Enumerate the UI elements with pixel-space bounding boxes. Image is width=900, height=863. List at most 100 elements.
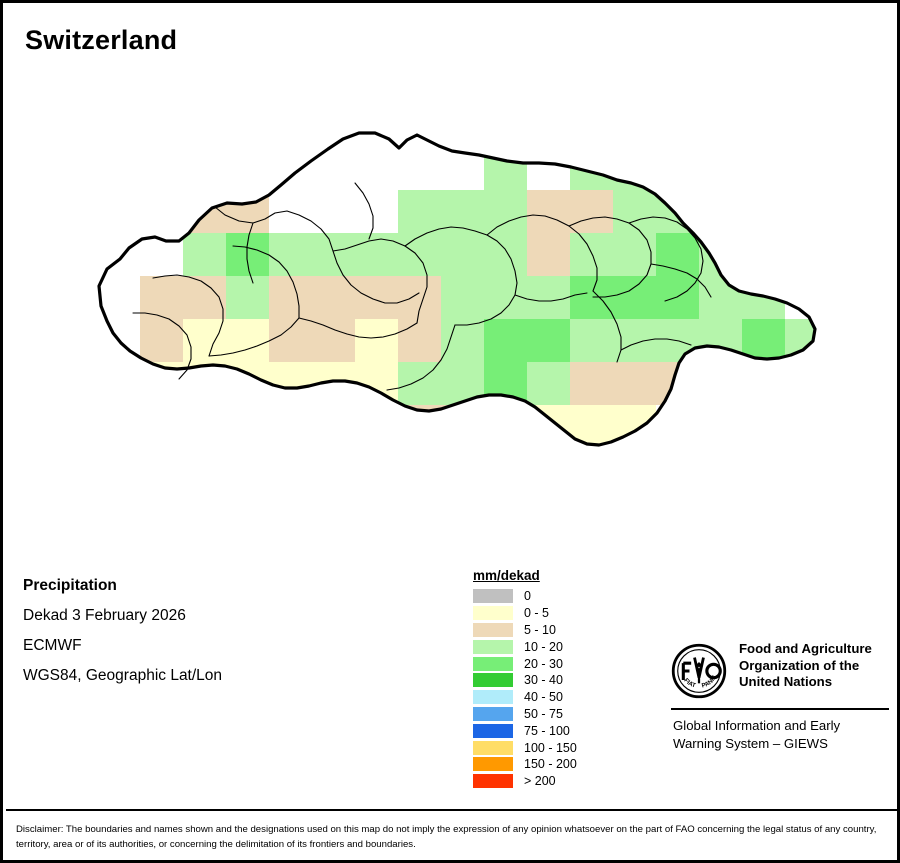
legend-row: 20 - 30 xyxy=(473,655,653,672)
raster-cell xyxy=(312,405,355,445)
raster-cell xyxy=(269,233,312,276)
canton-boundaries xyxy=(132,182,712,391)
legend-swatch xyxy=(473,639,513,654)
raster-cell xyxy=(484,405,527,445)
raster-cell xyxy=(527,233,570,276)
legend-row: 100 - 150 xyxy=(473,739,653,756)
legend-label: 50 - 75 xyxy=(524,706,563,721)
raster-cell xyxy=(183,190,226,233)
legend-swatch xyxy=(473,606,513,621)
raster-cell xyxy=(570,190,613,233)
disclaimer-text: Disclaimer: The boundaries and names sho… xyxy=(16,824,877,850)
legend-swatch xyxy=(473,706,513,721)
legend-row: > 200 xyxy=(473,773,653,790)
legend-label: 10 - 20 xyxy=(524,639,563,654)
raster-cell xyxy=(742,233,785,276)
raster-cell xyxy=(398,190,441,233)
raster-cell xyxy=(570,233,613,276)
legend-swatch xyxy=(473,690,513,705)
disclaimer-divider xyxy=(6,809,897,811)
raster-cell xyxy=(699,233,742,276)
legend-label: 30 - 40 xyxy=(524,673,563,688)
raster-cell xyxy=(484,233,527,276)
legend-row: 5 - 10 xyxy=(473,622,653,639)
raster-cell xyxy=(570,319,613,362)
raster-cell xyxy=(226,276,269,319)
fao-system-name: Global Information and Early Warning Syst… xyxy=(673,718,841,751)
legend-swatch xyxy=(473,589,513,604)
raster-cell xyxy=(656,233,699,276)
legend-swatch xyxy=(473,757,513,772)
legend-row: 30 - 40 xyxy=(473,672,653,689)
info-variable: Precipitation xyxy=(23,577,117,594)
raster-cell xyxy=(613,276,656,319)
raster-cell xyxy=(441,319,484,362)
raster-cell xyxy=(656,276,699,319)
precipitation-map xyxy=(97,131,817,491)
raster-cell xyxy=(570,276,613,319)
map-info-block: Precipitation Dekad 3 February 2026 ECMW… xyxy=(23,571,423,691)
legend-row: 40 - 50 xyxy=(473,689,653,706)
raster-cell xyxy=(613,190,656,233)
fao-organization-name: Food and Agriculture Organization of the U… xyxy=(739,641,872,689)
raster-cell xyxy=(355,448,398,491)
legend-label: 0 - 5 xyxy=(524,606,550,621)
raster-cell xyxy=(226,190,269,233)
raster-cell xyxy=(613,405,656,445)
legend-label: 150 - 200 xyxy=(524,757,577,772)
legend-swatch xyxy=(473,723,513,738)
raster-cell xyxy=(699,190,742,233)
raster-cell xyxy=(269,319,312,362)
raster-cell xyxy=(226,147,269,190)
raster-cell xyxy=(613,448,656,491)
raster-cell xyxy=(398,276,441,319)
raster-cell xyxy=(441,190,484,233)
raster-cell xyxy=(269,276,312,319)
raster-cell xyxy=(183,233,226,276)
page-title: Switzerland xyxy=(25,25,178,55)
raster-cell xyxy=(226,405,269,445)
legend-label: 0 xyxy=(524,589,531,604)
raster-cell xyxy=(441,362,484,405)
raster-cell xyxy=(312,276,355,319)
raster-cell xyxy=(484,147,527,190)
raster-cell xyxy=(527,405,570,445)
legend-label: > 200 xyxy=(524,774,556,789)
raster-cell xyxy=(484,276,527,319)
legend-label: 100 - 150 xyxy=(524,740,577,755)
raster-cell xyxy=(656,190,699,233)
raster-cell xyxy=(742,362,785,405)
legend-row: 150 - 200 xyxy=(473,756,653,773)
raster-cell xyxy=(570,448,613,491)
legend-label: 20 - 30 xyxy=(524,656,563,671)
info-source: ECMWF xyxy=(23,637,82,654)
legend-swatch xyxy=(473,656,513,671)
raster-cell xyxy=(312,233,355,276)
legend-row: 50 - 75 xyxy=(473,706,653,723)
info-period: Dekad 3 February 2026 xyxy=(23,607,186,624)
raster-cell xyxy=(441,276,484,319)
raster-cell xyxy=(441,448,484,491)
legend-row: 0 xyxy=(473,588,653,605)
raster-cell xyxy=(312,448,355,491)
raster-cell xyxy=(355,405,398,445)
raster-cell xyxy=(140,276,183,319)
fao-logo-icon: FIAT PANIS xyxy=(671,643,727,699)
raster-cell xyxy=(527,190,570,233)
legend-label: 5 - 10 xyxy=(524,622,556,637)
raster-cell xyxy=(527,362,570,405)
info-projection: WGS84, Geographic Lat/Lon xyxy=(23,667,223,684)
raster-cell xyxy=(355,319,398,362)
raster-cell xyxy=(613,362,656,405)
raster-cell xyxy=(484,133,527,147)
legend-swatch xyxy=(473,774,513,789)
legend-swatch xyxy=(473,740,513,755)
raster-cell xyxy=(527,319,570,362)
raster-cell xyxy=(441,233,484,276)
legend-title: mm/dekad xyxy=(473,568,540,583)
raster-cell xyxy=(269,405,312,445)
precipitation-raster xyxy=(140,133,815,491)
raster-cell xyxy=(699,276,742,319)
